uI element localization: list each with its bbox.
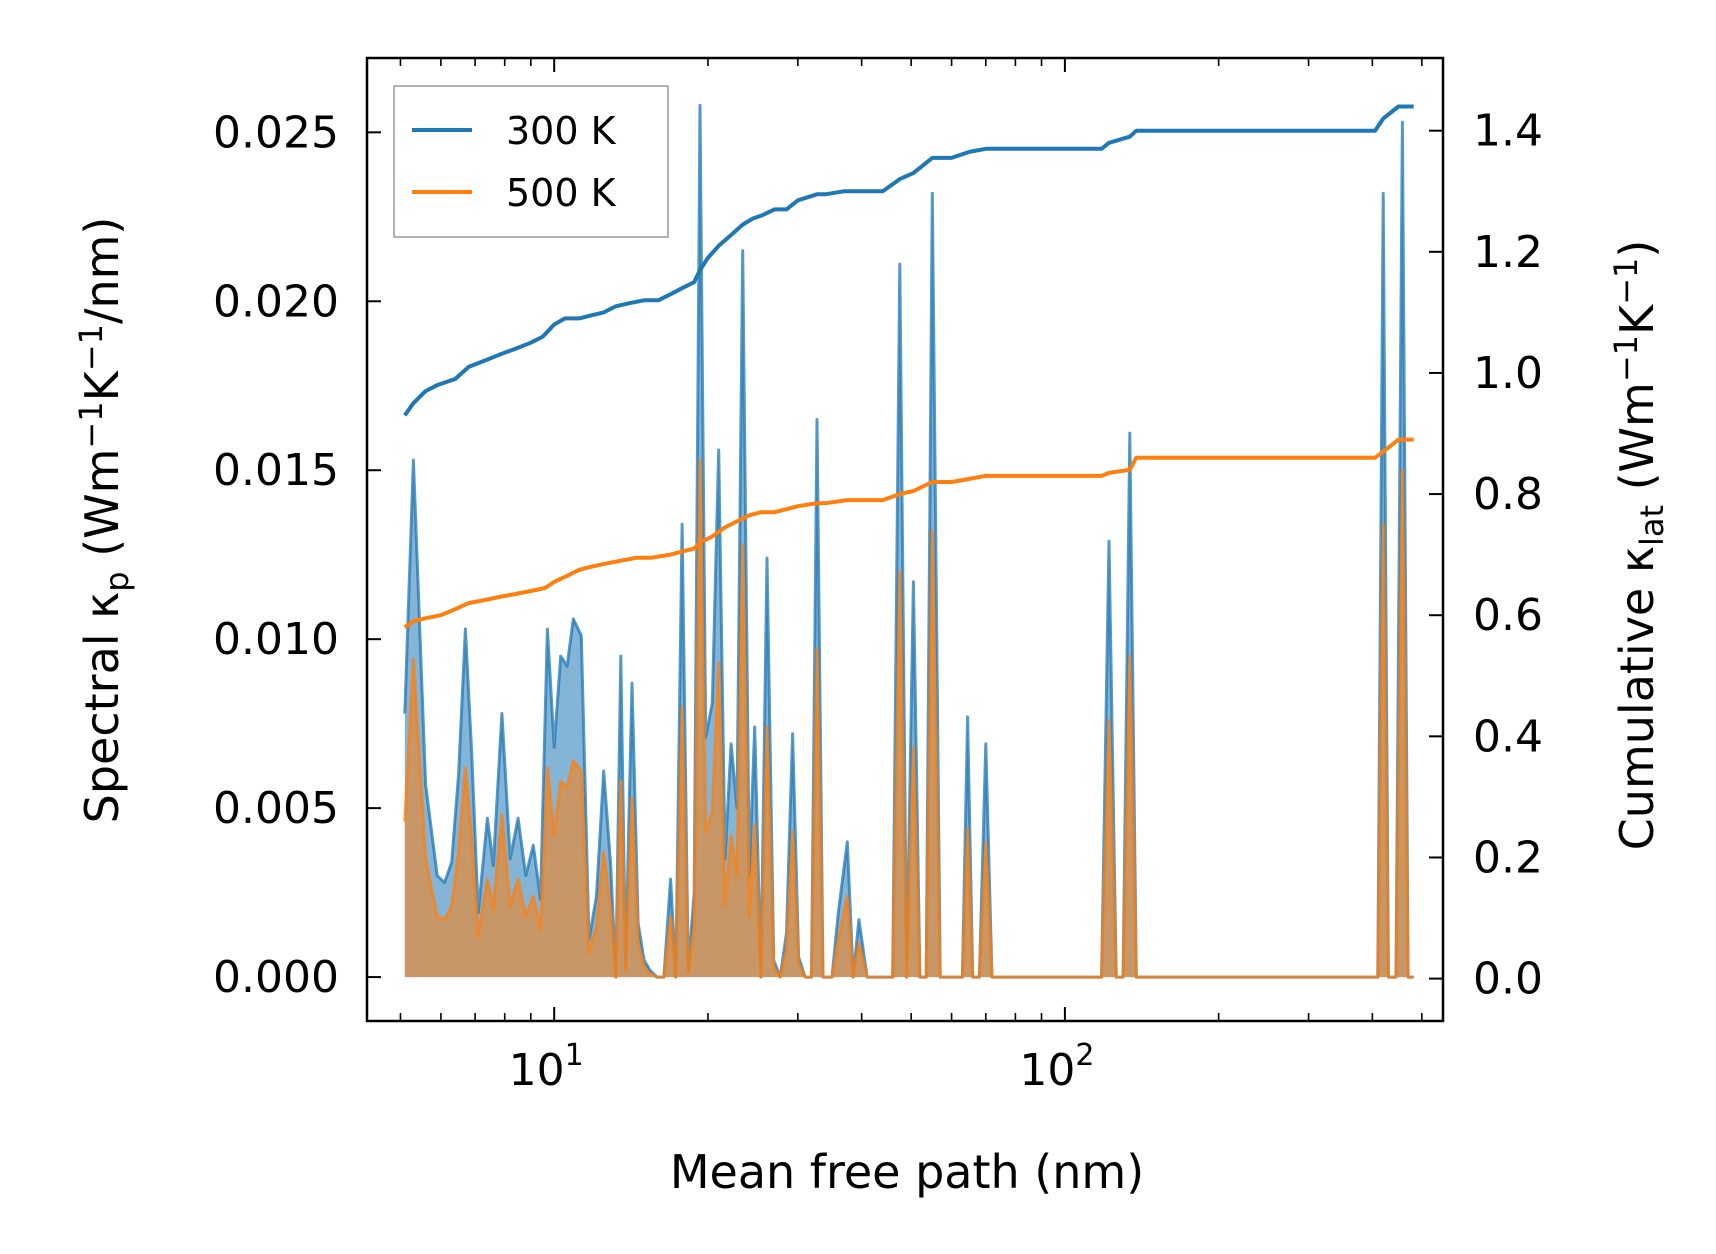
right-y-title-exp1: −1 — [1607, 335, 1645, 382]
left-y-tick-label: 0.025 — [213, 107, 339, 158]
right-y-tick-label: 0.6 — [1473, 590, 1543, 641]
legend: 300 K 500 K — [393, 85, 669, 238]
left-y-tick-label: 0.010 — [213, 614, 339, 665]
right-y-tick-label: 0.2 — [1473, 832, 1543, 883]
left-y-title-sub: p — [98, 571, 136, 591]
x-tick-label: 102 — [1019, 1038, 1094, 1096]
right-y-axis-title: Cumulative κlat (Wm−1K−1) — [1607, 240, 1671, 851]
right-y-title-unit-close: ) — [1610, 240, 1664, 258]
x-tick-label: 101 — [509, 1038, 584, 1096]
legend-label-300k: 300 K — [506, 109, 617, 153]
x-tick-base: 10 — [1019, 1045, 1075, 1096]
legend-label-500k: 500 K — [506, 171, 617, 215]
plot-area — [403, 103, 1414, 979]
left-y-axis-title: Spectral κp (Wm−1K−1/nm) — [72, 217, 136, 824]
right-y-tick-label: 0.8 — [1473, 469, 1543, 520]
right-y-title-unit-open: (Wm — [1610, 382, 1664, 505]
right-y-tick-label: 1.2 — [1473, 227, 1543, 278]
right-y-tick-label: 1.4 — [1473, 106, 1543, 157]
right-y-title-mid: K — [1610, 303, 1664, 335]
left-y-tick-label: 0.005 — [213, 783, 339, 834]
x-axis-title: Mean free path (nm) — [670, 1145, 1144, 1199]
spectral-line-500k — [403, 458, 1414, 979]
axis-layer: 101 1020.0000.0050.0100.0150.0200.0250.00… — [213, 56, 1543, 1096]
right-y-tick-label: 1.0 — [1473, 348, 1543, 399]
x-tick-exponent: 1 — [565, 1038, 584, 1073]
plot-layer — [403, 103, 1414, 979]
right-y-title-exp2: −1 — [1607, 258, 1645, 305]
left-y-title-unit-open: (Wm — [75, 449, 129, 572]
legend-frame — [393, 85, 669, 238]
right-y-tick-label: 0.4 — [1473, 711, 1543, 762]
left-y-title-mid: K — [75, 369, 129, 401]
cumulative-line-300k — [403, 104, 1414, 417]
right-y-title-main: Cumulative κ — [1610, 546, 1664, 850]
right-y-title-sub: lat — [1633, 505, 1671, 546]
plot-frame — [365, 56, 1445, 1023]
left-y-title-exp1: −1 — [72, 401, 110, 448]
x-tick-base: 10 — [509, 1045, 565, 1096]
left-y-tick-label: 0.020 — [213, 276, 339, 327]
left-y-title-exp2: −1 — [72, 324, 110, 371]
x-tick-exponent: 2 — [1075, 1038, 1094, 1073]
spectral-fill-500k — [404, 460, 1414, 978]
left-y-tick-label: 0.015 — [213, 445, 339, 496]
left-y-tick-label: 0.000 — [213, 952, 339, 1003]
cumulative-line-500k — [403, 437, 1414, 629]
right-y-tick-label: 0.0 — [1473, 954, 1543, 1005]
left-y-title-main: Spectral κ — [75, 592, 129, 824]
left-y-title-unit-close: /nm) — [75, 217, 129, 324]
